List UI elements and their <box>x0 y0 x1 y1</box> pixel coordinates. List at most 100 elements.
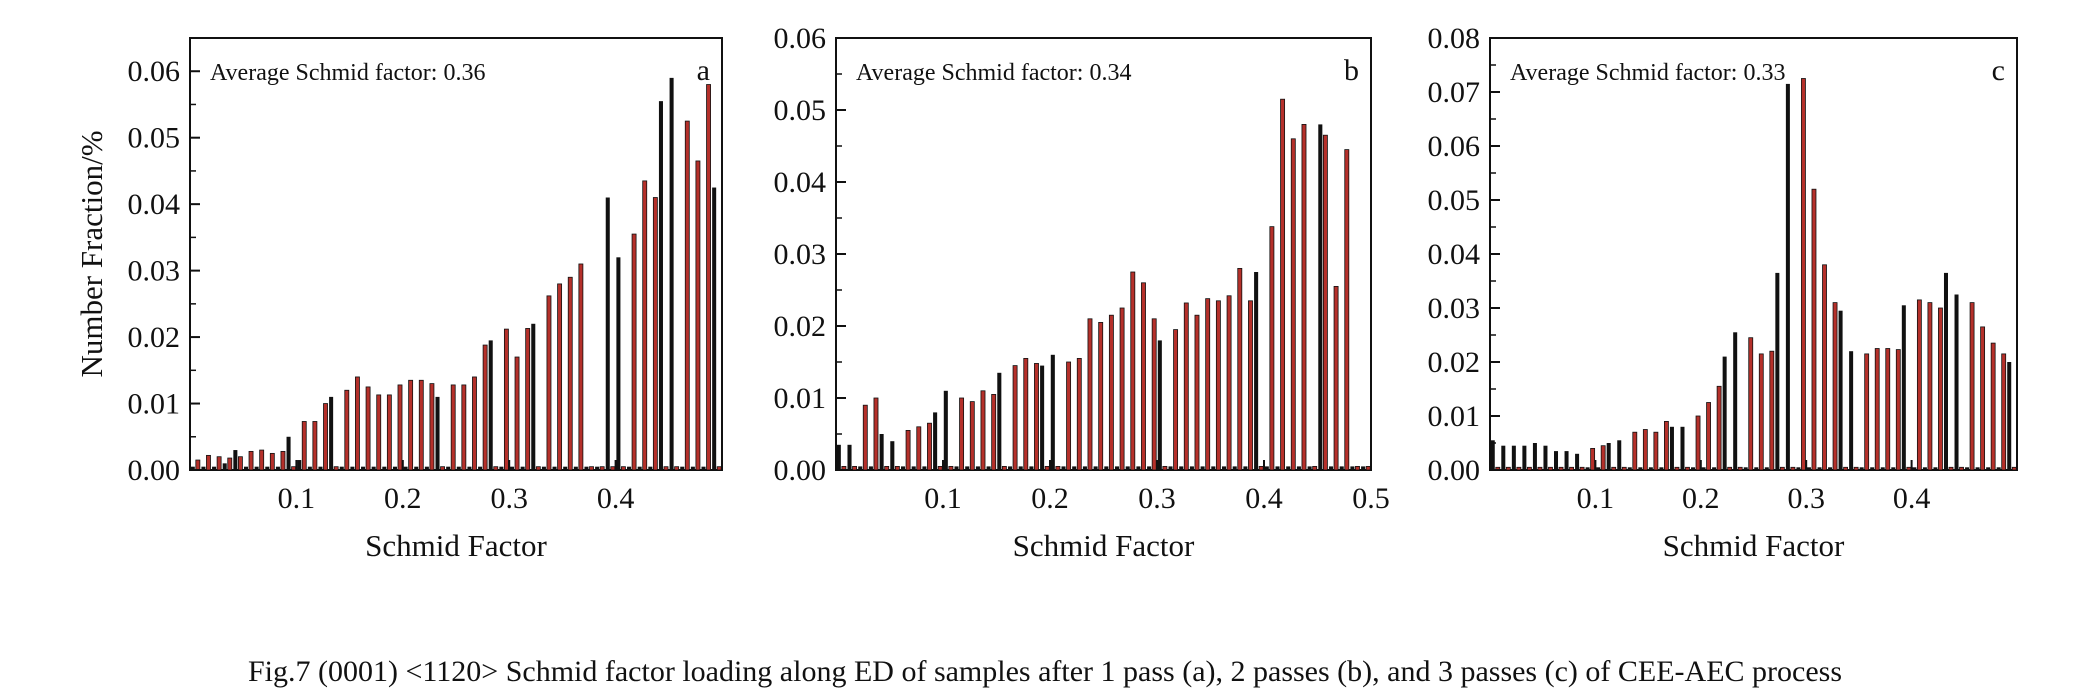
bar-red <box>546 295 552 471</box>
bar-black <box>488 340 493 470</box>
bar-black <box>584 466 589 470</box>
bar-black <box>1564 451 1569 470</box>
bar-black <box>1157 340 1162 470</box>
y-tick-label: 0.06 <box>128 55 181 88</box>
bar-red <box>1516 466 1522 471</box>
bar-black <box>212 466 217 470</box>
bar-black <box>1575 453 1580 470</box>
bar-black <box>1221 466 1227 470</box>
bar-black <box>552 466 557 470</box>
bar-black <box>573 466 578 470</box>
bar-red <box>1885 348 1891 471</box>
bar-black <box>520 466 525 470</box>
bar-black <box>350 466 355 470</box>
y-tick-label: 0.01 <box>774 382 827 415</box>
bar-black <box>1975 467 1980 470</box>
bar-red <box>1322 134 1328 471</box>
bar-black <box>1627 467 1632 470</box>
y-tick-label: 0.03 <box>774 238 827 271</box>
bar-red <box>1344 149 1350 471</box>
bar-black <box>975 466 980 470</box>
bar-red <box>1505 466 1511 471</box>
figure-caption: Fig.7 (0001) <1120> Schmid factor loadin… <box>247 655 1843 688</box>
bar-red <box>1280 98 1286 471</box>
bar-red <box>1066 361 1072 471</box>
bar-black <box>1806 467 1811 470</box>
panel-a-chart: 0.00 0.01 0.02 0.03 0.04 0.05 0.06 0.1 0.2 0.3 0.4… <box>74 37 723 563</box>
bar-red <box>959 397 965 471</box>
bar-red <box>237 456 243 471</box>
bar-black <box>858 466 863 470</box>
plot-frame <box>1489 37 2018 471</box>
y-tick-label: 0.00 <box>774 454 827 487</box>
bar-red <box>344 389 350 471</box>
bar-red <box>1600 445 1606 471</box>
bar-red <box>916 426 922 471</box>
bar-black <box>1211 466 1216 470</box>
bar-black <box>627 466 632 470</box>
bar-black <box>1061 466 1066 470</box>
bar-red <box>1832 302 1838 471</box>
bar-red <box>1959 466 1964 471</box>
bar-black <box>1136 466 1141 470</box>
bar-red <box>1548 466 1553 471</box>
bar-black <box>563 466 568 470</box>
plot-frame <box>189 37 723 471</box>
bar-red <box>1141 282 1146 471</box>
bar-black <box>1754 467 1759 470</box>
bar-black <box>1680 426 1685 470</box>
bar-black <box>254 466 259 470</box>
x-axis-label: Schmid Factor <box>365 528 547 563</box>
bar-black <box>1712 467 1717 470</box>
bar-red <box>365 386 371 471</box>
bar-red <box>418 379 424 471</box>
bar-black <box>965 466 970 470</box>
bar-red <box>1226 295 1232 471</box>
y-tick-label: 0.07 <box>1428 76 1481 109</box>
bar-black <box>233 450 238 470</box>
bar-red <box>927 422 932 471</box>
bar-red <box>1864 353 1870 471</box>
panel-b-chart: 0.00 0.01 0.02 0.03 0.04 0.05 0.06 0.1 0.2 0.3 0.4… <box>774 22 1390 563</box>
bar-black <box>456 466 461 470</box>
bar-red <box>948 465 954 471</box>
bar-red <box>1215 300 1221 471</box>
bar-black <box>1040 365 1045 470</box>
bar-red <box>1695 415 1701 471</box>
bar-black <box>265 466 270 470</box>
bar-red <box>1632 431 1638 471</box>
bar-red <box>1801 78 1806 471</box>
bar-black <box>997 372 1002 470</box>
y-tick-label: 0.05 <box>128 122 181 155</box>
y-tick-label: 0.04 <box>1428 238 1481 271</box>
bar-red <box>905 429 911 471</box>
bar-black <box>658 101 663 470</box>
bar-black <box>1114 466 1120 470</box>
bar-black <box>1733 332 1738 470</box>
y-tick-label: 0.03 <box>128 255 181 288</box>
bar-red <box>1895 349 1901 471</box>
bar-red <box>1258 465 1264 471</box>
bar-red <box>1779 466 1785 471</box>
bar-red <box>1526 466 1532 471</box>
bar-red <box>1790 466 1796 471</box>
bar-black <box>1817 467 1822 470</box>
bar-red <box>1194 314 1200 471</box>
bar-red <box>1874 348 1880 471</box>
bar-black <box>954 466 959 470</box>
bar-red <box>1365 465 1371 471</box>
y-tick-label: 0.01 <box>1428 400 1481 433</box>
bar-red <box>852 465 858 471</box>
bar-black <box>1638 467 1643 470</box>
bar-red <box>1001 465 1007 471</box>
x-tick-label: 0.1 <box>924 482 962 515</box>
y-tick-label: 0.01 <box>128 388 181 421</box>
bar-black <box>1796 467 1801 470</box>
bar-black <box>922 466 927 470</box>
bar-red <box>1098 321 1104 471</box>
bar-red <box>1055 465 1061 471</box>
bar-red <box>862 404 868 471</box>
bar-black <box>1722 356 1727 470</box>
bar-black <box>414 466 419 470</box>
bar-black <box>1933 467 1938 470</box>
